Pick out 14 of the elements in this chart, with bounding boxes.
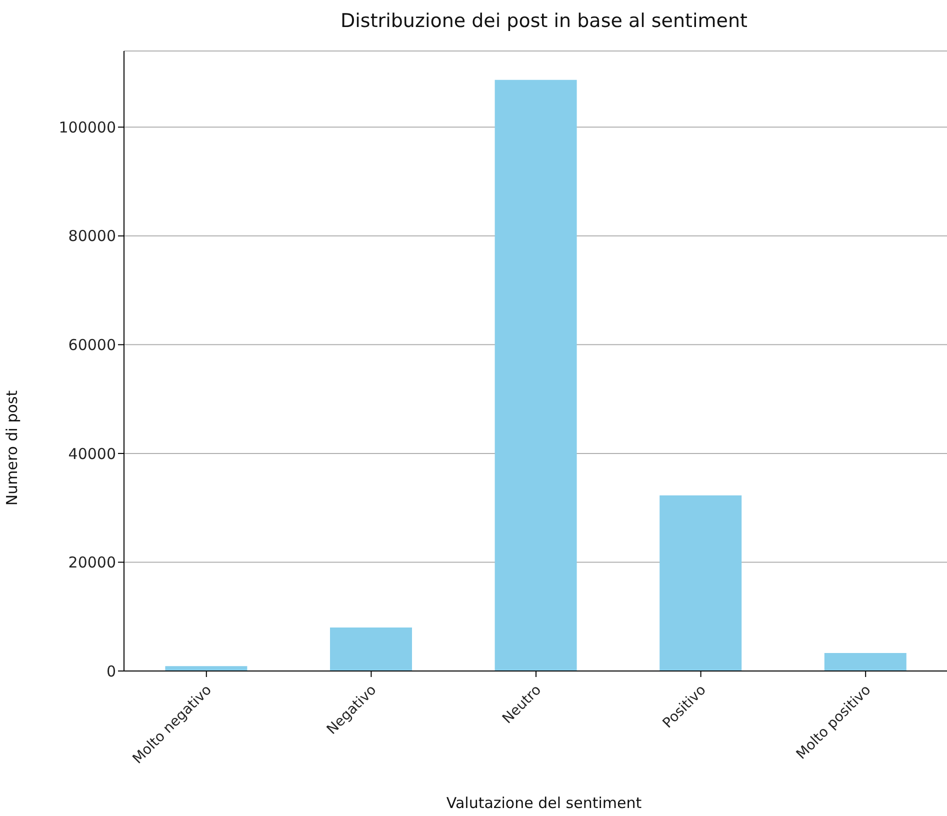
bar bbox=[330, 627, 412, 671]
bar bbox=[494, 80, 577, 671]
y-tick-label: 60000 bbox=[68, 336, 116, 354]
x-axis-title: Valutazione del sentiment bbox=[445, 794, 643, 812]
y-tick-label: 40000 bbox=[68, 444, 116, 463]
chart-title: Distribuzione dei post in base al sentiment bbox=[340, 10, 748, 32]
y-axis-title: Numero di post bbox=[3, 390, 21, 506]
y-tick-label: 80000 bbox=[68, 227, 116, 246]
bar bbox=[824, 653, 906, 671]
bar bbox=[165, 666, 248, 671]
y-tick-label: 20000 bbox=[68, 554, 116, 572]
y-tick-label: 0 bbox=[106, 662, 116, 680]
y-tick-label: 100000 bbox=[58, 118, 116, 136]
bar bbox=[660, 495, 742, 671]
